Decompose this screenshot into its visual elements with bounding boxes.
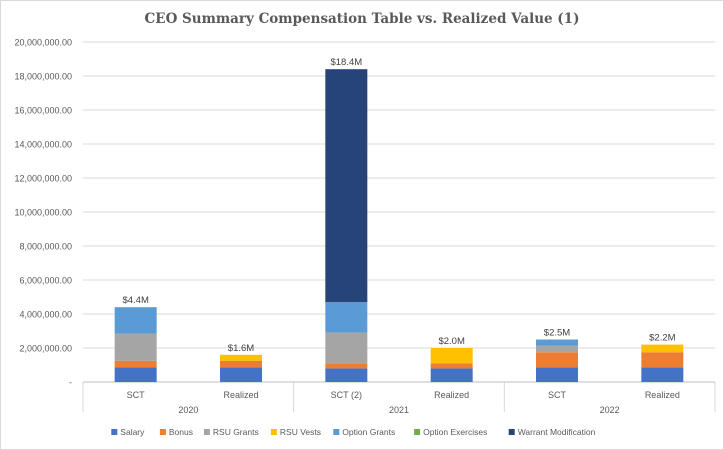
legend-label: Bonus <box>169 427 193 437</box>
bar-segment-option-grants <box>536 339 578 346</box>
bar-segment-salary <box>325 368 368 382</box>
bar-total-label: $4.4M <box>122 295 148 306</box>
legend-swatch <box>333 429 340 435</box>
y-tick-label: 10,000,000.00 <box>14 208 72 218</box>
bar-segment-bonus <box>325 363 368 369</box>
bar-segment-rsu-vests <box>430 348 473 364</box>
x-group-label: 2021 <box>389 405 409 415</box>
x-group-label: 2020 <box>178 405 198 415</box>
x-category-label: Realized <box>645 390 680 400</box>
y-tick-label: - <box>69 378 72 388</box>
legend-label: RSU Grants <box>213 427 259 437</box>
bar-total-label: $2.0M <box>438 336 464 347</box>
bar-segment-rsu-vests <box>220 354 262 361</box>
bar-segment-salary <box>114 367 157 382</box>
chart-title: CEO Summary Compensation Table vs. Reali… <box>144 11 580 27</box>
bar-segment-bonus <box>430 363 473 369</box>
x-category-label: SCT <box>127 390 146 400</box>
bar-segment-bonus <box>220 360 262 368</box>
legend-swatch <box>270 429 277 435</box>
legend-swatch <box>159 429 166 435</box>
legend-swatch <box>203 429 210 435</box>
y-tick-label: 8,000,000.00 <box>19 242 72 252</box>
x-category-label: SCT <box>548 390 567 400</box>
bar-segment-salary <box>430 368 473 382</box>
bar-segment-salary <box>641 367 684 382</box>
bar-segment-option-grants <box>114 307 157 334</box>
bar-segment-rsu-vests <box>641 344 684 353</box>
x-category-label: SCT (2) <box>331 390 362 400</box>
legend-swatch <box>111 429 118 435</box>
bar-segment-salary <box>220 367 262 382</box>
bar-segment-bonus <box>536 352 578 368</box>
bar-segment-option-grants <box>325 302 368 333</box>
bar-segment-rsu-grants <box>536 345 578 353</box>
bar-total-label: $2.2M <box>649 333 675 344</box>
legend-swatch <box>414 429 421 435</box>
legend-label: Option Grants <box>342 427 395 437</box>
y-tick-label: 20,000,000.00 <box>14 38 72 48</box>
y-tick-label: 2,000,000.00 <box>19 344 72 354</box>
y-tick-label: 4,000,000.00 <box>19 310 72 320</box>
y-tick-label: 16,000,000.00 <box>14 106 72 116</box>
bar-segment-salary <box>536 367 578 382</box>
bar-total-label: $2.5M <box>544 328 570 339</box>
y-tick-label: 14,000,000.00 <box>14 140 72 150</box>
bar-segment-warrant-modification <box>325 69 368 303</box>
x-category-label: Realized <box>223 390 258 400</box>
y-tick-label: 6,000,000.00 <box>19 276 72 286</box>
bar-segment-rsu-grants <box>114 333 157 361</box>
y-tick-label: 18,000,000.00 <box>14 72 72 82</box>
bar-total-label: $1.6M <box>228 343 254 354</box>
legend-label: Warrant Modification <box>518 427 596 437</box>
legend-label: Option Exercises <box>423 427 487 437</box>
legend-label: Salary <box>120 427 145 437</box>
legend-swatch <box>508 429 515 435</box>
bar-segment-rsu-grants <box>325 332 368 364</box>
bar-segment-bonus <box>641 352 684 368</box>
x-category-label: Realized <box>434 390 469 400</box>
y-tick-label: 12,000,000.00 <box>14 174 72 184</box>
legend-label: RSU Vests <box>280 427 321 437</box>
bar-segment-bonus <box>114 360 157 368</box>
x-group-label: 2022 <box>600 405 620 415</box>
bar-total-label: $18.4M <box>330 57 362 68</box>
